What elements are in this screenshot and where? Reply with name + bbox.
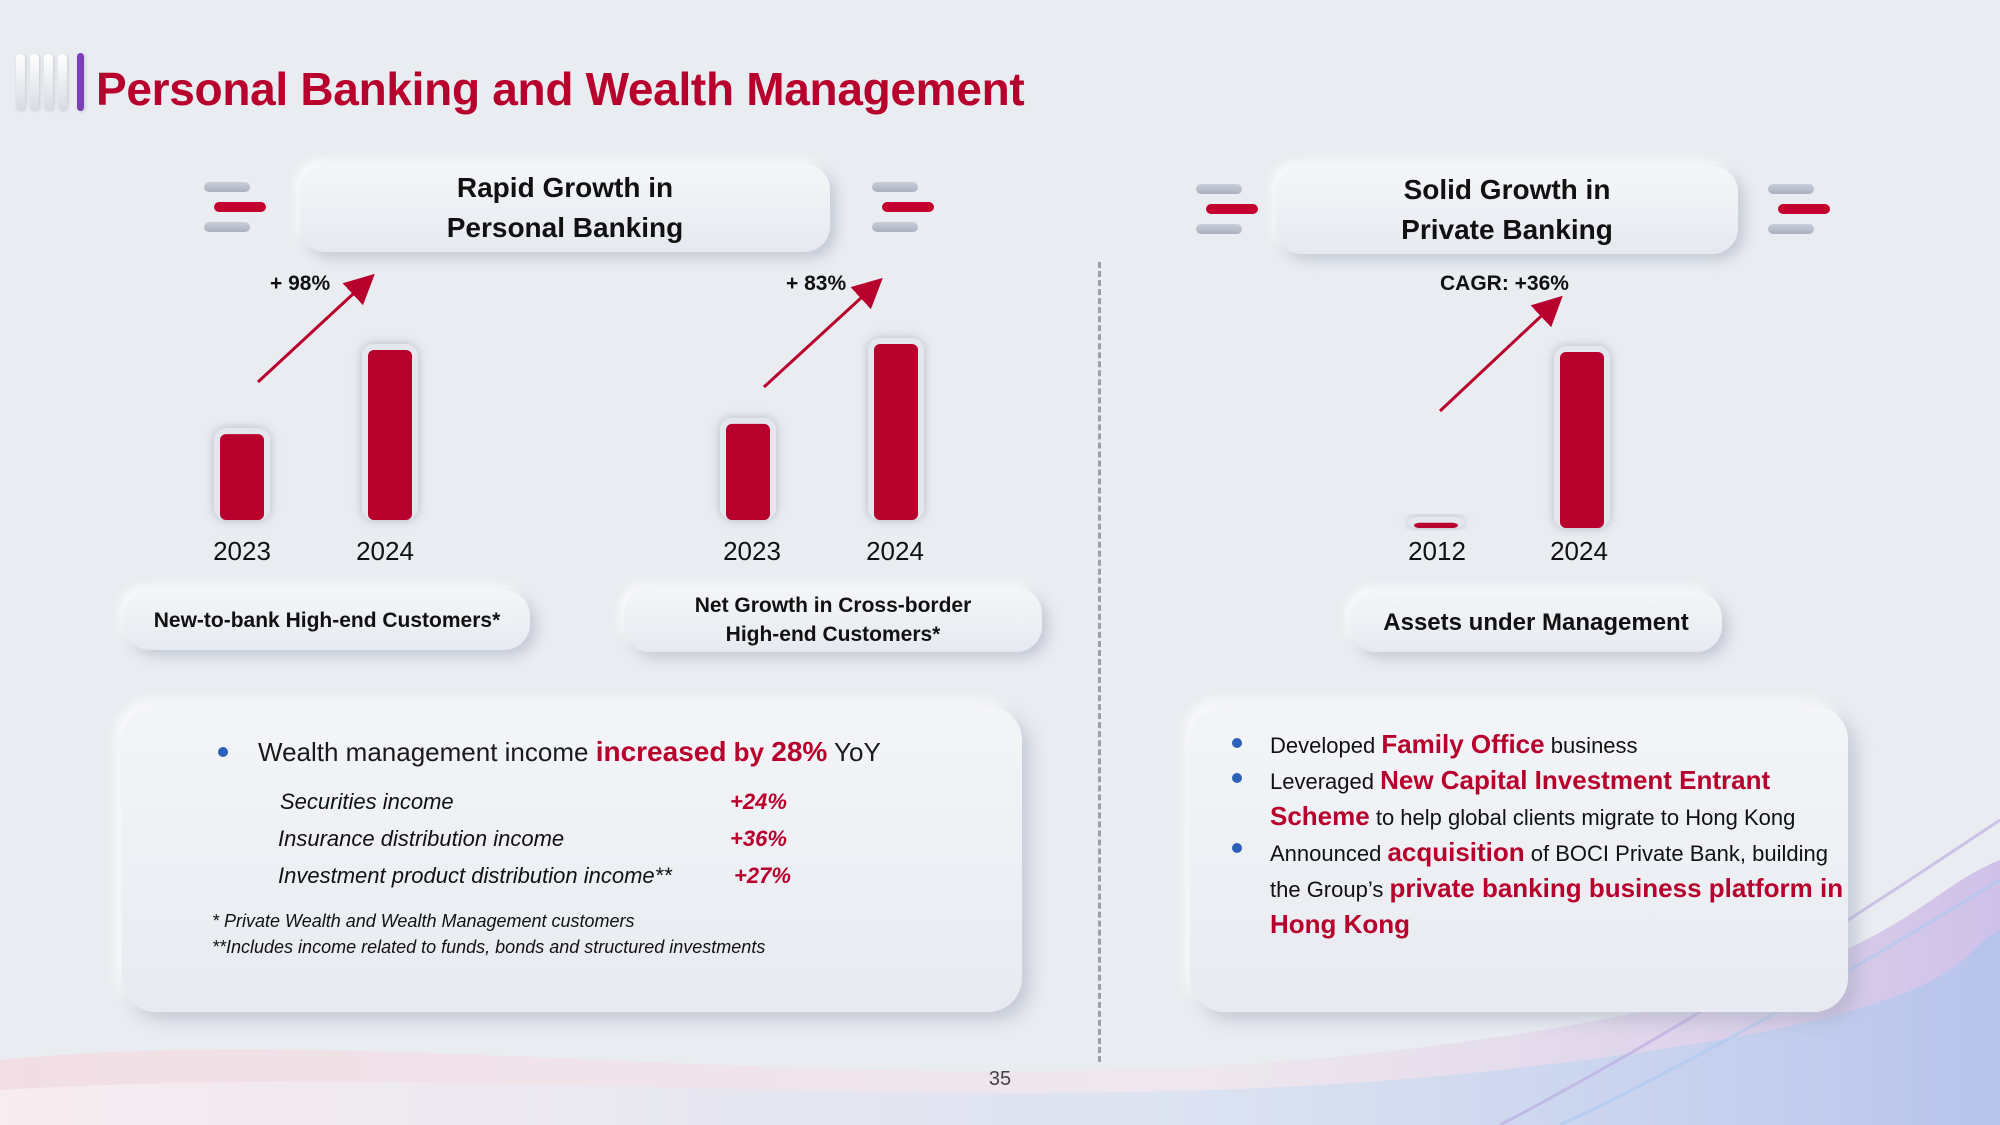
chart3-category-label: 2012: [1408, 536, 1466, 566]
private-banking-card: [1190, 706, 1848, 1012]
text: Announced: [1270, 841, 1388, 866]
text: of BOCI Private Bank, building: [1524, 841, 1828, 866]
menu-deco-icon: [1192, 182, 1258, 242]
text: Leveraged: [1270, 769, 1381, 794]
text: business: [1544, 733, 1638, 758]
bullet-family-office: Developed Family Office business: [1270, 727, 1850, 763]
text: to help global clients migrate to Hong K…: [1369, 805, 1796, 830]
chart2-category-label: 2024: [866, 536, 924, 566]
chart2-bar-2024: [874, 344, 918, 520]
right-heading-line1: Solid Growth in: [1403, 174, 1611, 205]
chart2-growth-label: + 83%: [786, 272, 847, 295]
bullet-acquisition: Announced acquisition of BOCI Private Ba…: [1270, 835, 1850, 871]
investment-income-value: +27%: [734, 863, 791, 888]
text: the Group’s: [1270, 877, 1390, 902]
chart2-label-line1: Net Growth in Cross-border: [694, 594, 972, 617]
bullet-by: by: [726, 737, 772, 767]
highlight: private banking business platform in: [1389, 873, 1844, 903]
investment-income-label: Investment product distribution income**: [278, 863, 672, 888]
chart3-category-label: 2024: [1550, 536, 1608, 566]
bullet-investment-scheme: Leveraged New Capital Investment Entrant: [1270, 763, 1850, 799]
page-title: Personal Banking and Wealth Management: [96, 63, 1025, 115]
left-heading-line2: Personal Banking: [446, 212, 684, 243]
chart3-label-text: Assets under Management: [1383, 608, 1689, 636]
menu-deco-icon: [200, 180, 266, 240]
chart1-label: New-to-bank High-end Customers*: [124, 590, 530, 650]
securities-income-value: +24%: [730, 789, 787, 814]
bullet-acquisition-line3: Hong Kong: [1270, 907, 1850, 943]
chart1-growth-label: + 98%: [270, 272, 331, 295]
chart3-growth-label: CAGR: +36%: [1440, 272, 1569, 295]
bullet-prefix: Wealth management income: [258, 737, 596, 767]
highlight: acquisition: [1387, 837, 1525, 867]
chart2-label: Net Growth in Cross-border High-end Cust…: [624, 588, 1042, 652]
left-heading: Rapid Growth in Personal Banking: [300, 164, 830, 252]
bullet-highlight: increased: [595, 736, 727, 767]
right-heading: Solid Growth in Private Banking: [1276, 166, 1738, 254]
highlight: Family Office: [1381, 729, 1545, 759]
chart2-growth-arrow: [762, 277, 883, 389]
bullet-icon: [218, 747, 228, 757]
page-number: 35: [988, 1068, 1012, 1090]
wealth-management-card: [122, 706, 1022, 1012]
left-heading-line1: Rapid Growth in: [456, 172, 674, 203]
bullet-pct: 28%: [771, 736, 828, 767]
bullet-acquisition-line2: the Group’s private banking business pla…: [1270, 871, 1850, 907]
bullet-icon: [1232, 773, 1242, 783]
securities-income-label: Securities income: [280, 789, 454, 814]
chart1-growth-arrow: [256, 273, 375, 384]
chart1-category-label: 2023: [213, 536, 271, 566]
highlight: Scheme: [1270, 801, 1370, 831]
chart1-category-label: 2024: [356, 536, 414, 566]
footnote-2: **Includes income related to funds, bond…: [212, 937, 766, 957]
chart2-label-line2: High-end Customers*: [725, 623, 941, 646]
footnote-1: * Private Wealth and Wealth Management c…: [212, 911, 635, 931]
chart1-bar-2023: [220, 434, 264, 520]
highlight: Hong Kong: [1270, 909, 1411, 939]
private-banking-bullets: Developed Family Office business Leverag…: [1270, 727, 1850, 943]
chart3-growth-arrow: [1438, 295, 1563, 413]
section-divider: [1098, 262, 1101, 1062]
chart2-category-label: 2023: [723, 536, 781, 566]
chart3-bar-2024: [1560, 352, 1604, 528]
bullet-icon: [1232, 738, 1242, 748]
right-heading-line2: Private Banking: [1401, 214, 1613, 245]
bullet-investment-scheme-line2: Scheme to help global clients migrate to…: [1270, 799, 1850, 835]
menu-deco-icon: [1764, 182, 1830, 242]
text: Developed: [1270, 733, 1382, 758]
chart1-label-text: New-to-bank High-end Customers*: [153, 608, 501, 632]
insurance-income-value: +36%: [730, 826, 787, 851]
bullet-icon: [1232, 843, 1242, 853]
highlight: New Capital Investment Entrant: [1380, 765, 1771, 795]
insurance-income-label: Insurance distribution income: [278, 826, 565, 851]
chart1-bar-2024: [368, 350, 412, 520]
wealth-income-bullet: Wealth management income increased by 28…: [258, 736, 881, 768]
chart3-label: Assets under Management: [1350, 592, 1722, 652]
title-decoration: [16, 53, 86, 111]
chart3-bar-2012: [1414, 522, 1458, 528]
menu-deco-icon: [868, 180, 934, 240]
bullet-suffix: YoY: [827, 737, 881, 767]
chart2-bar-2023: [726, 423, 770, 520]
